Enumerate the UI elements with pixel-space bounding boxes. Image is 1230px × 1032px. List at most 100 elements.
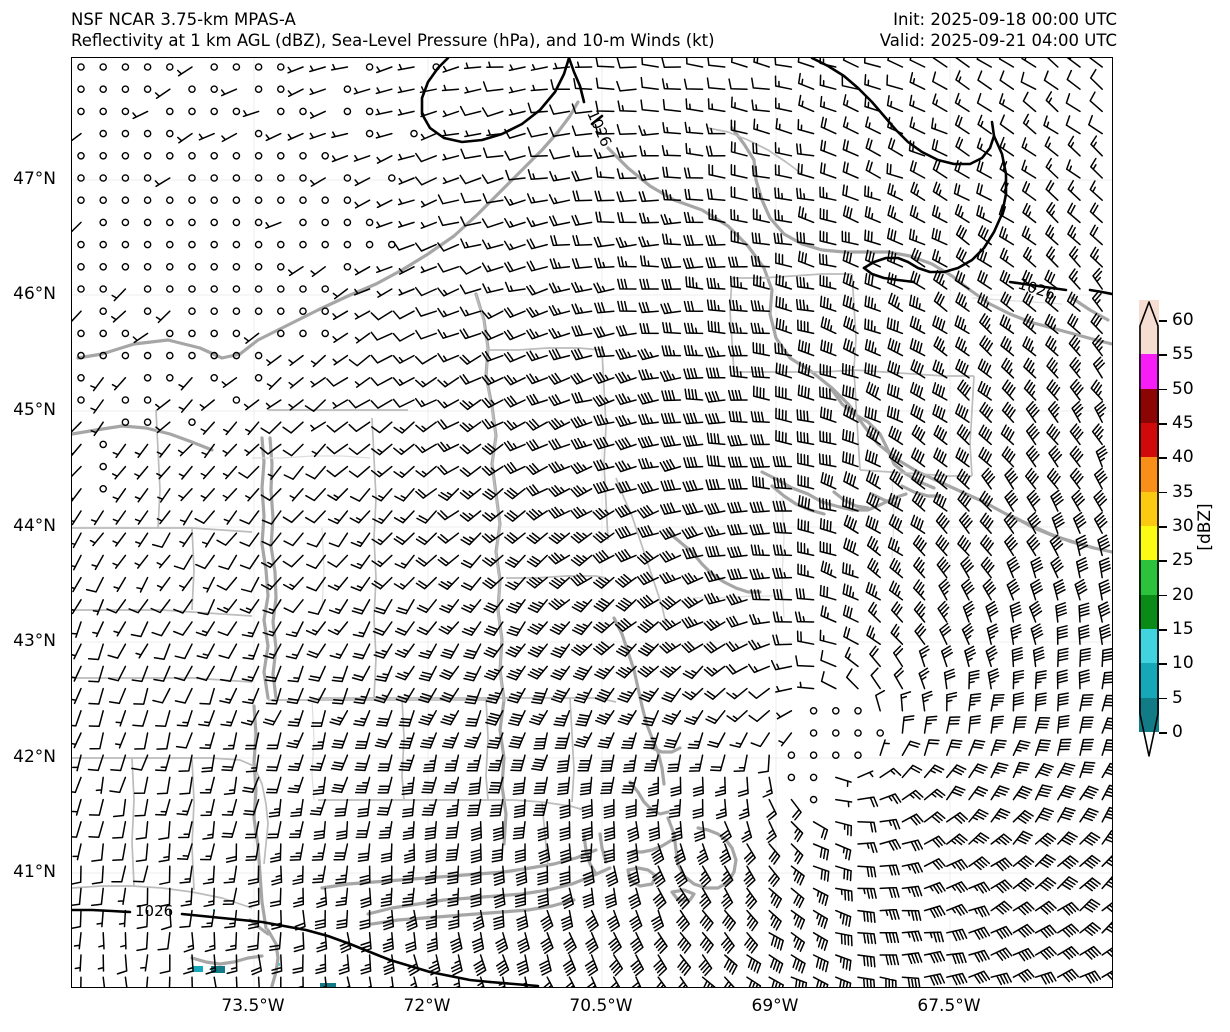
wind-barb	[310, 421, 326, 432]
wind-barb	[1067, 135, 1081, 157]
wind-barb	[538, 843, 551, 865]
wind-barb	[638, 191, 659, 203]
wind-barb	[857, 796, 879, 808]
wind-barb	[909, 315, 926, 335]
wind-barb	[820, 671, 837, 690]
wind-barb	[594, 665, 615, 680]
calm-wind-circle	[254, 152, 263, 160]
wind-barb	[659, 458, 682, 472]
wind-barb	[354, 732, 371, 750]
wind-barb	[790, 798, 802, 821]
lat-tick-46: 46°N	[13, 284, 56, 304]
wind-barb	[977, 70, 992, 90]
wind-barb	[419, 732, 437, 749]
wind-barb	[548, 328, 571, 340]
wind-barb	[338, 954, 350, 975]
wind-barb	[879, 793, 902, 805]
wind-barb	[265, 399, 282, 410]
wind-barb	[594, 302, 615, 314]
wind-barb	[113, 576, 127, 593]
wind-barb	[670, 776, 682, 797]
wind-barb	[865, 381, 881, 401]
wind-barb	[221, 132, 238, 143]
wind-barb	[450, 954, 463, 976]
wind-barb	[270, 843, 282, 863]
wind-barb	[768, 865, 780, 888]
wind-barb	[526, 238, 548, 250]
wind-barb	[957, 534, 972, 557]
calm-wind-circle	[276, 63, 285, 71]
wind-barb	[159, 887, 171, 908]
wind-barb	[437, 464, 460, 476]
wind-barb	[1021, 225, 1037, 246]
wind-barb	[280, 976, 282, 987]
colorbar-tick-0	[1159, 732, 1167, 734]
wind-barb	[932, 71, 948, 90]
wind-barb	[418, 710, 437, 726]
wind-barb	[398, 288, 415, 296]
wind-barb	[750, 300, 770, 312]
wind-barb	[923, 788, 946, 801]
lat-tick-45: 45°N	[13, 400, 56, 420]
wind-barb	[727, 345, 748, 357]
wind-barb	[841, 230, 859, 246]
wind-barb	[292, 954, 304, 974]
calm-wind-circle	[166, 351, 174, 360]
wind-barb	[726, 593, 748, 606]
wind-barb	[661, 390, 682, 402]
wind-barb	[491, 843, 504, 863]
wind-barb	[328, 599, 349, 615]
wind-barb	[1079, 970, 1102, 984]
wind-barb	[842, 94, 859, 113]
map-plot-area[interactable]: 1026 1026 1026	[71, 57, 1113, 988]
wind-barb	[1078, 602, 1090, 623]
wind-barb	[88, 687, 104, 705]
wind-barb	[577, 754, 593, 772]
wind-barb	[676, 887, 690, 910]
wind-barb	[745, 887, 758, 910]
wind-barb	[890, 623, 904, 645]
wind-barb	[245, 421, 260, 436]
wind-barb	[288, 821, 304, 839]
wind-barb	[842, 604, 859, 623]
wind-barb	[1045, 224, 1059, 246]
wind-barb	[910, 270, 926, 290]
wind-barb	[842, 58, 859, 68]
wind-barb	[955, 403, 970, 423]
wind-barb	[726, 615, 748, 628]
wind-barb	[481, 262, 504, 273]
wind-barb	[420, 199, 437, 208]
wind-barb	[714, 776, 727, 797]
wind-barb	[526, 532, 548, 545]
wind-barb	[285, 643, 304, 660]
colorbar[interactable]: 0 5 10 15 20 25 30 35 40 45 50 55 60 [dBZ]	[1133, 297, 1230, 758]
wind-barb	[354, 199, 371, 209]
wind-barb	[414, 176, 437, 186]
wind-barb	[459, 284, 482, 295]
wind-barb	[570, 554, 593, 567]
wind-barb	[459, 399, 482, 411]
calm-wind-circle	[210, 262, 218, 271]
wind-barb	[242, 110, 260, 118]
wind-barb	[392, 377, 415, 387]
wind-barb	[375, 131, 393, 139]
wind-barb	[842, 384, 859, 401]
calm-wind-circle	[299, 196, 307, 204]
wind-barb	[460, 554, 482, 569]
wind-barb	[178, 399, 193, 413]
wind-barb	[960, 556, 974, 579]
wind-barb	[901, 930, 923, 942]
wind-barb	[600, 754, 615, 772]
wind-barb	[865, 470, 881, 490]
wind-barb	[374, 732, 393, 749]
calm-wind-circle	[99, 85, 108, 94]
calm-wind-circle	[188, 285, 196, 293]
wind-barb	[704, 570, 726, 583]
wind-barb	[1079, 922, 1101, 936]
wind-barb	[572, 146, 593, 158]
wind-barb	[797, 563, 815, 579]
wind-barb	[639, 687, 659, 703]
wind-barb	[638, 212, 659, 224]
wind-barb	[706, 299, 726, 312]
wind-barb	[559, 865, 571, 886]
